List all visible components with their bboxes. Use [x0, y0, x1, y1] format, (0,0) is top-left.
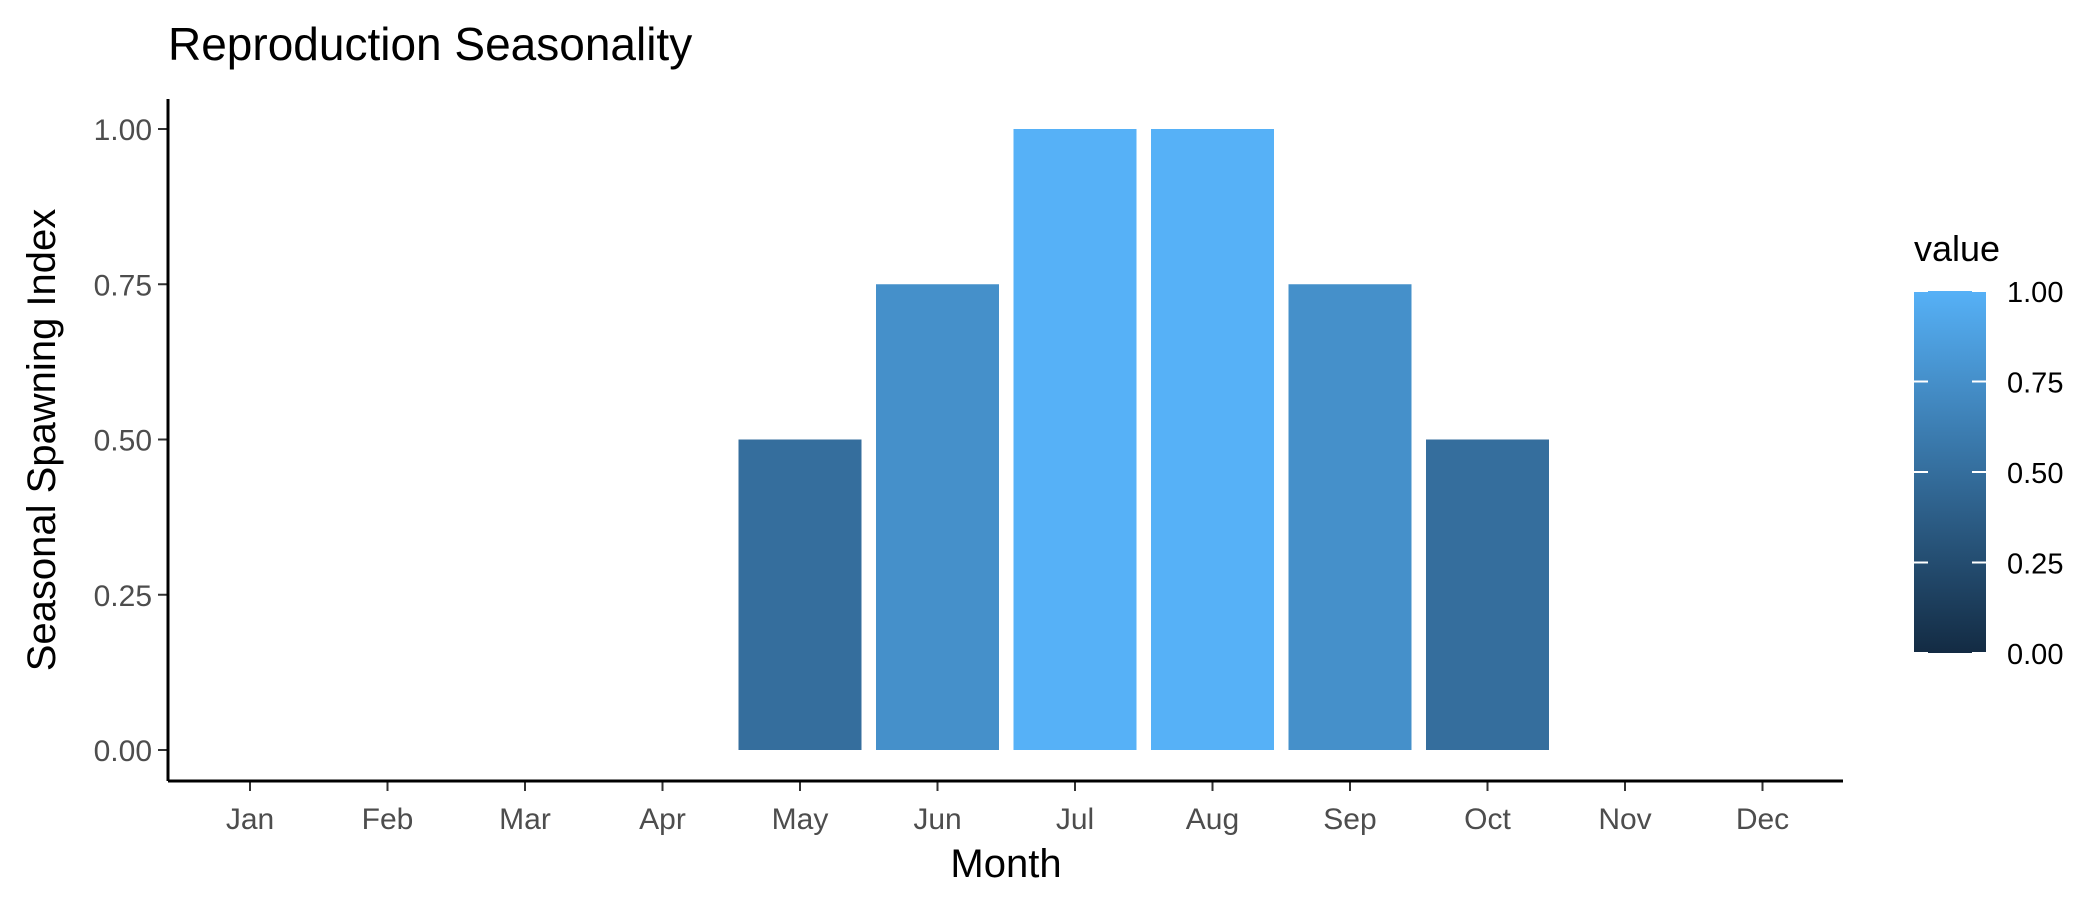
colorbar-tick-label: 0.00	[2007, 639, 2063, 671]
colorbar-tick-label: 0.25	[2007, 549, 2063, 581]
bar-jun	[876, 284, 999, 750]
y-tick-label: 0.25	[94, 580, 152, 613]
x-tick-label-jan: Jan	[226, 803, 274, 836]
y-tick-label: 0.00	[94, 735, 152, 768]
x-tick-label-nov: Nov	[1598, 803, 1651, 836]
legend: value 0.00 0.25 0.50 0.75 1.00	[1914, 228, 2063, 671]
bar-aug	[1151, 129, 1274, 750]
x-tick-label-mar: Mar	[499, 803, 551, 836]
bar-oct	[1426, 439, 1549, 750]
y-tick-label: 0.75	[94, 269, 152, 302]
colorbar-ticks: 0.00 0.25 0.50 0.75 1.00	[1914, 277, 2063, 671]
chart-title: Reproduction Seasonality	[168, 18, 692, 70]
x-tick-label-aug: Aug	[1186, 803, 1239, 836]
x-tick-label-feb: Feb	[362, 803, 414, 836]
legend-title: value	[1914, 228, 2000, 269]
colorbar-tick-label: 0.75	[2007, 368, 2063, 400]
x-tick-label-oct: Oct	[1464, 803, 1511, 836]
colorbar-tick-label: 1.00	[2007, 277, 2063, 309]
bar-may	[738, 439, 862, 750]
x-tick-label-apr: Apr	[639, 803, 686, 836]
x-tick-label-jul: Jul	[1056, 803, 1094, 836]
bar-jul	[1013, 129, 1137, 750]
x-tick-label-sep: Sep	[1323, 803, 1376, 836]
x-tick-label-jun: Jun	[913, 803, 961, 836]
x-tick-label-may: May	[772, 803, 829, 836]
x-axis-title: Month	[950, 842, 1061, 886]
y-tick-label: 0.50	[94, 425, 152, 458]
bar-sep	[1288, 284, 1412, 750]
x-tick-label-dec: Dec	[1736, 803, 1789, 836]
y-axis-title: Seasonal Spawning Index	[20, 209, 64, 672]
colorbar-tick-label: 0.50	[2007, 458, 2063, 490]
plot-area: 0.00 0.25 0.50 0.75 1.00 Jan Feb Mar Apr May Jun Ju…	[94, 114, 1790, 836]
y-tick-label: 1.00	[94, 114, 152, 147]
